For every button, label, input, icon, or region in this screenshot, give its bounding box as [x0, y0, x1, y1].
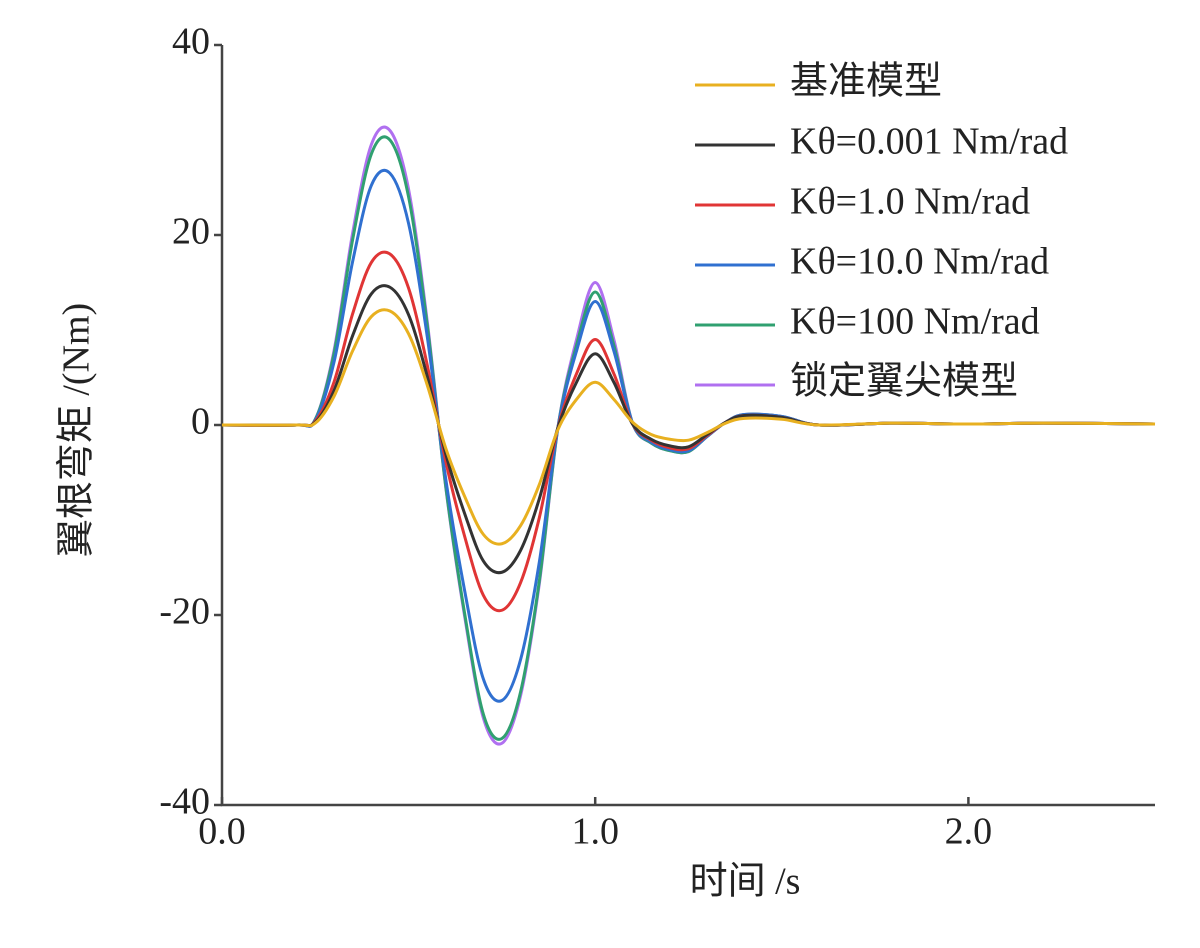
y-axis-label: 翼根弯矩 /(Nm)	[56, 303, 98, 557]
legend-label: Kθ=0.001 Nm/rad	[790, 121, 1068, 163]
x-axis-label: 时间 /s	[690, 861, 801, 903]
legend-label: Kθ=100 Nm/rad	[790, 301, 1040, 343]
y-tick-label: -20	[159, 591, 210, 633]
series-line	[221, 135, 1156, 741]
y-tick-label: 40	[172, 21, 210, 63]
y-tick-label: -40	[159, 781, 210, 823]
legend-label: Kθ=1.0 Nm/rad	[790, 181, 1030, 223]
x-tick-label: 2.0	[945, 811, 993, 853]
legend-label: 锁定翼尖模型	[790, 361, 1018, 403]
x-tick-label: 1.0	[571, 811, 619, 853]
x-tick-label: 0.0	[198, 811, 246, 853]
series-line	[221, 284, 1156, 575]
legend-label: 基准模型	[790, 61, 942, 103]
legend-label: Kθ=10.0 Nm/rad	[790, 241, 1049, 283]
series-line	[221, 308, 1156, 546]
y-tick-label: 20	[172, 211, 210, 253]
y-tick-label: 0	[191, 401, 210, 443]
